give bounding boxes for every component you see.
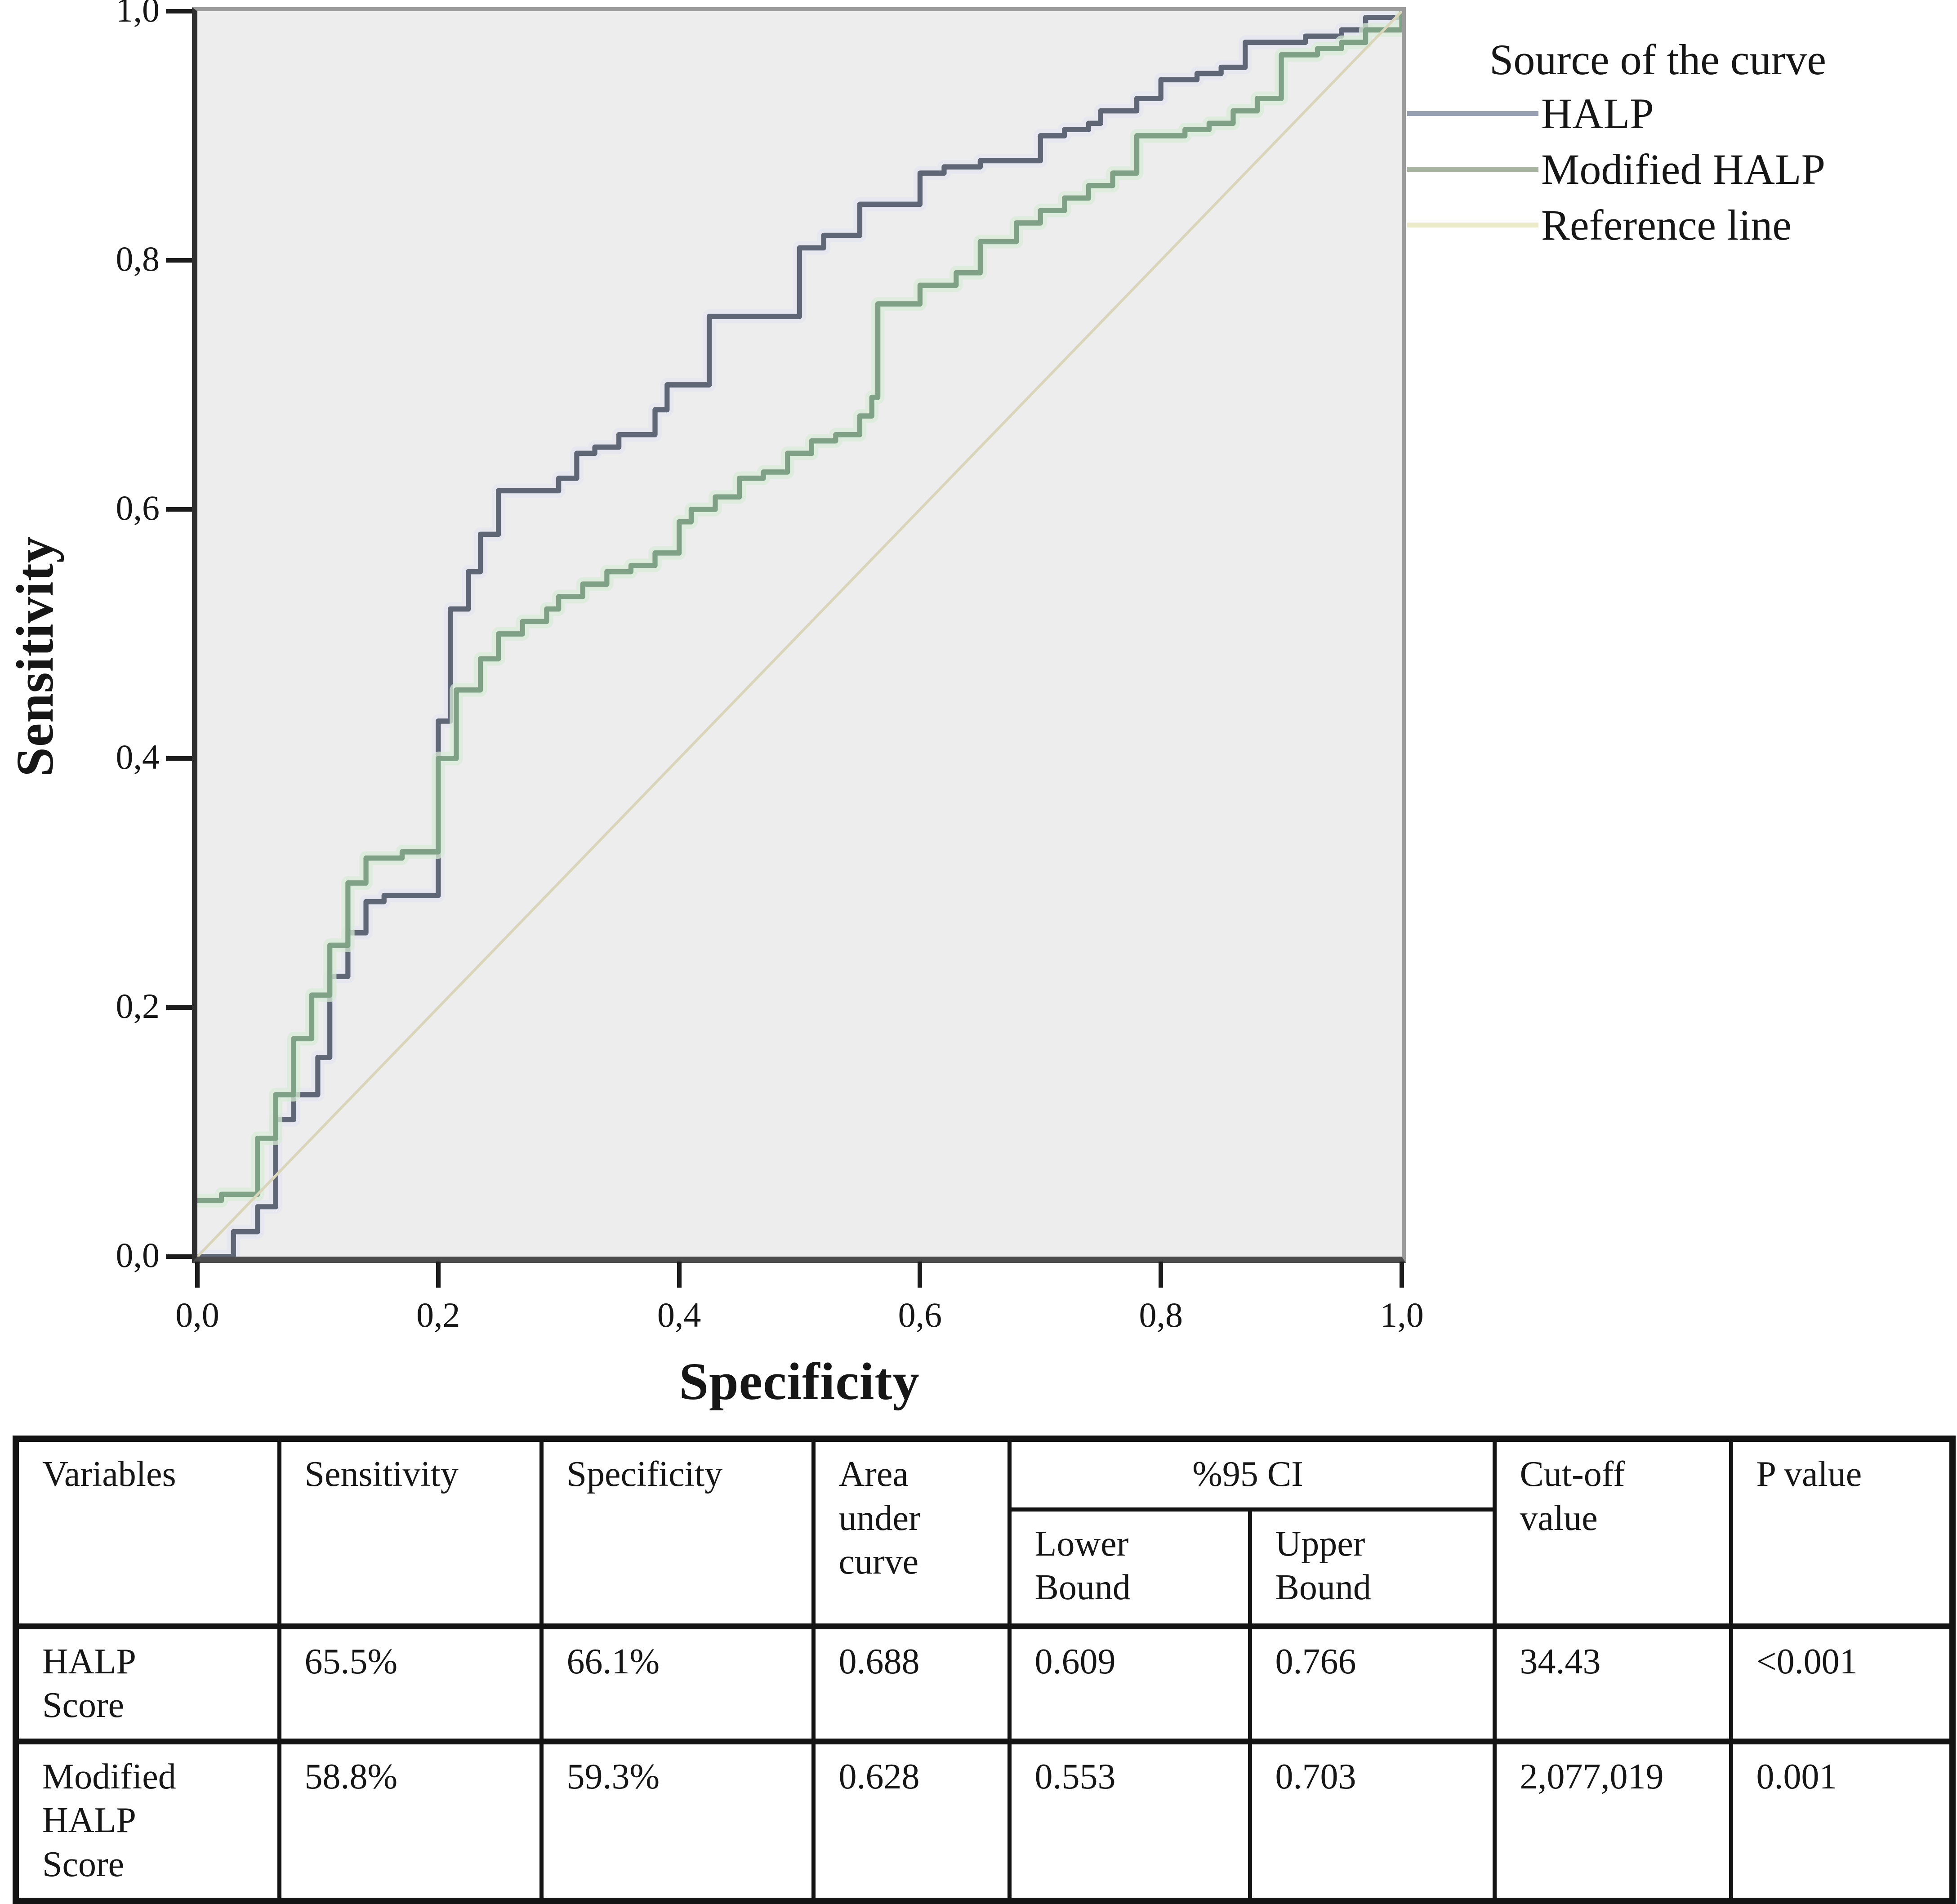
table-row-halp: HALP Score 65.5% 66.1% 0.688 0.609 0.766… <box>13 1623 1955 1743</box>
header-row-bounds: Lower Bound Upper Bound <box>16 1507 1953 1628</box>
y-axis-tick <box>166 1254 192 1259</box>
legend-item-modified-halp: Modified HALP <box>1407 141 1956 197</box>
cell-pvalue: 0.001 <box>1729 1738 1955 1903</box>
y-tick-label: 0,4 <box>116 737 160 776</box>
legend-label-halp: HALP <box>1541 89 1654 138</box>
roc-chart: 0,0 0,2 0,4 0,6 0,8 1,0 0,0 0,2 0,4 0,6 0,8 1,0 Spe… <box>5 0 1956 1411</box>
y-tick-label: 0,2 <box>116 986 160 1026</box>
col-header-sensitivity: Sensitivity <box>277 1436 544 1628</box>
table-row-modified-halp: Modified HALP Score 58.8% 59.3% 0.628 0.… <box>13 1738 1955 1903</box>
legend-item-halp: HALP <box>1407 85 1956 141</box>
y-axis-tick <box>166 507 192 512</box>
cell-lower-bound: 0.553 <box>1007 1738 1252 1903</box>
cell-auc: 0.688 <box>811 1623 1012 1743</box>
cell-upper-bound: 0.766 <box>1248 1623 1497 1743</box>
y-axis-title: Sensitivity <box>5 536 64 777</box>
y-axis-tick <box>166 258 192 263</box>
halp-line-swatch <box>1407 111 1538 116</box>
roc-analysis-figure: { "chart": { "x_ticks": ["0,0", "0,2", "… <box>5 0 1956 1904</box>
x-tick-label: 1,0 <box>1380 1295 1424 1334</box>
legend: Source of the curve HALP Modified HALP R… <box>1407 34 1956 253</box>
cell-variable: HALP Score <box>13 1623 281 1743</box>
y-axis-tick <box>166 1005 192 1010</box>
x-tick-label: 0,2 <box>416 1295 460 1334</box>
cell-upper-bound: 0.703 <box>1248 1738 1497 1903</box>
x-axis-tick <box>1400 1262 1404 1288</box>
cell-cutoff: 2,077,019 <box>1492 1738 1733 1903</box>
col-header-cutoff: Cut-off value <box>1492 1436 1733 1628</box>
col-header-variables: Variables <box>13 1436 281 1628</box>
plot-area <box>192 7 1406 1263</box>
cell-sensitivity: 58.8% <box>277 1738 544 1903</box>
col-header-ci: %95 CI <box>1007 1436 1497 1512</box>
y-tick-label: 1,0 <box>116 0 160 29</box>
col-header-upper-bound: Upper Bound <box>1248 1507 1497 1628</box>
y-tick-label: 0,8 <box>116 239 160 278</box>
x-axis-tick <box>918 1262 923 1288</box>
y-tick-label: 0,0 <box>116 1235 160 1275</box>
col-header-lower-bound: Lower Bound <box>1007 1507 1252 1628</box>
curve-reference-line <box>197 11 1402 1257</box>
roc-results-table: Variables Sensitivity Specificity Area u… <box>13 1436 1956 1904</box>
x-axis-tick <box>1159 1262 1164 1288</box>
x-axis-tick <box>436 1262 441 1288</box>
cell-lower-bound: 0.609 <box>1007 1623 1252 1743</box>
y-tick-label: 0,6 <box>116 488 160 527</box>
cell-variable: Modified HALP Score <box>13 1738 281 1903</box>
x-axis-tick <box>677 1262 682 1288</box>
col-header-pvalue: P value <box>1729 1436 1955 1628</box>
cell-sensitivity: 65.5% <box>277 1623 544 1743</box>
x-tick-label: 0,4 <box>657 1295 701 1334</box>
x-tick-label: 0,6 <box>898 1295 942 1334</box>
x-tick-label: 0,8 <box>1139 1295 1183 1334</box>
col-header-auc: Area under curve <box>811 1436 1012 1628</box>
legend-label-reference-line: Reference line <box>1541 201 1792 249</box>
modified-halp-line-swatch <box>1407 166 1538 172</box>
cell-auc: 0.628 <box>811 1738 1012 1903</box>
legend-label-modified-halp: Modified HALP <box>1541 145 1825 193</box>
x-tick-label: 0,0 <box>175 1295 219 1334</box>
reference-line-swatch <box>1407 222 1538 227</box>
header-row-top: Variables Sensitivity Specificity Area u… <box>13 1436 1955 1628</box>
col-header-specificity: Specificity <box>539 1436 816 1628</box>
curve-halp <box>197 11 1402 1257</box>
curve-halo <box>197 11 1402 1208</box>
cell-cutoff: 34.43 <box>1492 1623 1733 1743</box>
y-axis-tick <box>166 9 192 13</box>
cell-specificity: 59.3% <box>539 1738 816 1903</box>
cell-specificity: 66.1% <box>539 1623 816 1743</box>
x-axis-tick <box>195 1262 200 1288</box>
x-axis-title: Specificity <box>679 1352 920 1411</box>
cell-pvalue: <0.001 <box>1729 1623 1955 1743</box>
legend-item-reference-line: Reference line <box>1407 197 1956 253</box>
legend-title: Source of the curve <box>1489 36 1827 84</box>
roc-curves-svg <box>197 11 1402 1257</box>
curve-modified-halp <box>197 11 1402 1204</box>
y-axis-tick <box>166 756 192 761</box>
